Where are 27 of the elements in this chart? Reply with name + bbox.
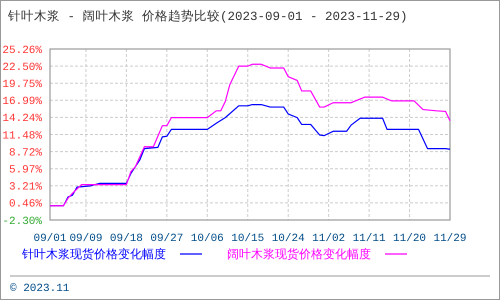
- legend-label: 阔叶木浆现货价格变化幅度: [227, 247, 371, 261]
- x-tick-label: 09/01: [33, 233, 67, 245]
- text: © 2023.11: [10, 283, 70, 295]
- x-tick-label: 09/18: [110, 233, 143, 245]
- x-tick-label: 11/02: [312, 233, 346, 245]
- y-tick-label: 11.48%: [2, 130, 42, 142]
- y-tick-label: 16.99%: [2, 96, 42, 108]
- y-tick-label: 8.72%: [8, 147, 42, 160]
- y-tick-label: 5.97%: [8, 164, 42, 177]
- y-tick-label: 25.26%: [2, 44, 42, 57]
- legend-label: 针叶木浆现货价格变化幅度: [21, 247, 166, 261]
- x-tick-label: 11/20: [393, 233, 426, 245]
- y-tick-label: -2.30%: [2, 216, 42, 228]
- x-tick-label: 10/24: [272, 233, 306, 245]
- x-tick-label: 10/06: [190, 233, 224, 245]
- y-tick-label: 14.24%: [2, 113, 42, 126]
- y-tick-label: 3.21%: [8, 182, 42, 194]
- chart-title: 针叶木浆 - 阔叶木浆 价格趋势比较(2023-09-01 - 2023-11-29): [7, 9, 408, 24]
- y-tick-label: 0.46%: [8, 198, 42, 211]
- y-tick-label: 19.75%: [2, 79, 42, 92]
- x-tick-label: 11/29: [433, 233, 467, 245]
- line-series: [49, 64, 451, 206]
- x-tick-label: 09/09: [69, 233, 102, 245]
- x-tick-label: 10/15: [231, 233, 264, 245]
- x-tick-label: 09/27: [150, 233, 184, 245]
- y-tick-label: 22.50%: [2, 62, 42, 74]
- x-tick-label: 11/11: [352, 233, 386, 245]
